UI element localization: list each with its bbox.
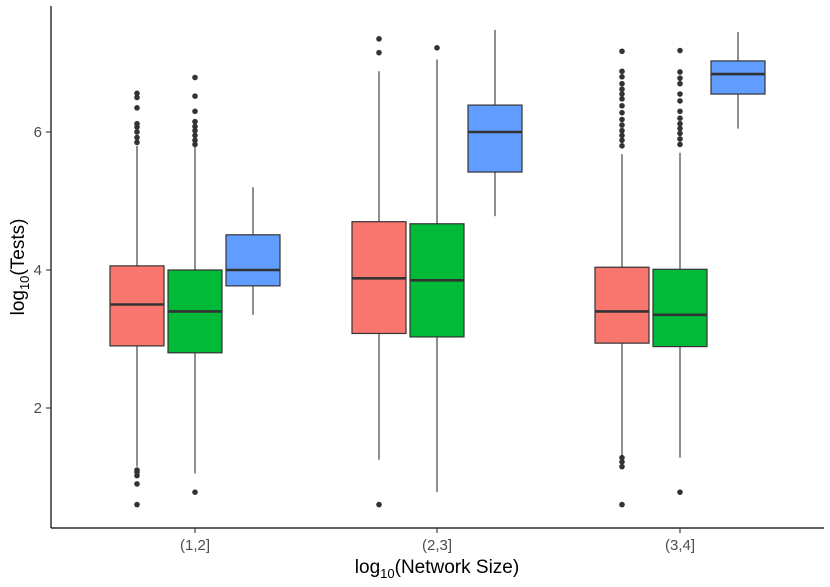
outlier-point xyxy=(677,47,683,54)
outlier-point xyxy=(677,80,683,87)
x-axis-ticks: (1,2] (2,3] (3,4] xyxy=(180,528,695,554)
outlier-point xyxy=(134,481,140,487)
outlier-point xyxy=(619,102,625,109)
outlier-point xyxy=(619,137,625,144)
outlier-point xyxy=(192,141,198,148)
y-axis-title-post: (Tests) xyxy=(8,219,29,276)
outlier-point xyxy=(192,93,198,99)
iqr-box xyxy=(710,60,766,95)
x-axis-title-pre: log xyxy=(355,557,380,578)
x-axis-title: log10(Network Size) xyxy=(355,557,519,581)
y-axis-title: log10(Tests) xyxy=(8,219,32,316)
iqr-box xyxy=(467,104,523,173)
outlier-point xyxy=(677,120,683,127)
x-axis-title-sub: 10 xyxy=(380,566,394,581)
outlier-point xyxy=(619,96,625,102)
y-tick-label: 4 xyxy=(34,262,42,279)
outlier-point xyxy=(619,463,625,470)
outlier-point xyxy=(677,125,683,132)
outlier-point xyxy=(619,48,625,55)
outlier-point xyxy=(192,132,198,139)
outlier-point xyxy=(192,127,198,134)
y-tick-label: 2 xyxy=(34,400,42,417)
x-axis-title-post: (Network Size) xyxy=(395,557,520,578)
outlier-point xyxy=(134,134,140,141)
outlier-point xyxy=(134,105,140,111)
outlier-point xyxy=(192,108,198,115)
outlier-point xyxy=(619,454,625,461)
box-group-3-0 xyxy=(225,187,281,315)
y-axis-title-pre: log xyxy=(8,290,29,315)
y-axis-ticks: 2 4 6 xyxy=(34,124,51,417)
outlier-point xyxy=(134,501,140,508)
outlier-point xyxy=(677,141,683,148)
outlier-point xyxy=(677,130,683,137)
outlier-point xyxy=(677,115,683,121)
outlier-point xyxy=(192,489,198,495)
x-tick-label: (2,3] xyxy=(422,537,452,554)
box-group-3-2 xyxy=(710,31,766,129)
box-group-2-1 xyxy=(409,45,465,493)
outlier-point xyxy=(619,459,625,465)
outlier-point xyxy=(192,74,198,81)
outlier-point xyxy=(677,108,683,115)
outlier-point xyxy=(434,45,440,51)
outlier-point xyxy=(619,68,625,75)
outlier-point xyxy=(134,467,140,473)
outlier-point xyxy=(619,74,625,80)
box-group-2-2 xyxy=(652,47,708,495)
outlier-point xyxy=(134,139,140,146)
outlier-point xyxy=(192,118,198,125)
outlier-point xyxy=(619,127,625,134)
outlier-point xyxy=(677,489,683,495)
outlier-point xyxy=(677,98,683,104)
outlier-point xyxy=(619,132,625,139)
outlier-point xyxy=(619,116,625,123)
box-group-1-0 xyxy=(109,90,165,508)
iqr-box xyxy=(109,265,165,347)
outlier-point xyxy=(192,123,198,130)
iqr-box xyxy=(594,266,650,344)
x-tick-label: (1,2] xyxy=(180,537,210,554)
outlier-point xyxy=(192,137,198,144)
outlier-point xyxy=(619,91,625,97)
iqr-box xyxy=(652,268,708,348)
box-group-2-0 xyxy=(167,74,223,495)
outlier-point xyxy=(677,75,683,81)
y-tick-label: 6 xyxy=(34,124,42,141)
outlier-point xyxy=(376,49,382,56)
outlier-point xyxy=(134,129,140,135)
outlier-point xyxy=(134,90,140,97)
y-axis-title-sub: 10 xyxy=(17,276,32,290)
box-group-3-1 xyxy=(467,29,523,217)
outlier-point xyxy=(376,36,382,42)
outlier-point xyxy=(619,122,625,128)
outlier-point xyxy=(134,94,140,101)
outlier-point xyxy=(619,501,625,508)
box-group-1-2 xyxy=(594,48,650,508)
outlier-point xyxy=(677,91,683,97)
chart-marks xyxy=(109,29,766,508)
outlier-point xyxy=(134,120,140,127)
iqr-box xyxy=(225,234,281,287)
outlier-point xyxy=(376,501,382,508)
outlier-point xyxy=(619,143,625,149)
outlier-point xyxy=(677,136,683,142)
outlier-point xyxy=(677,69,683,75)
outlier-point xyxy=(619,109,625,116)
box-group-1-1 xyxy=(351,36,407,508)
x-tick-label: (3,4] xyxy=(665,537,695,554)
outlier-point xyxy=(619,80,625,87)
outlier-point xyxy=(619,86,625,93)
